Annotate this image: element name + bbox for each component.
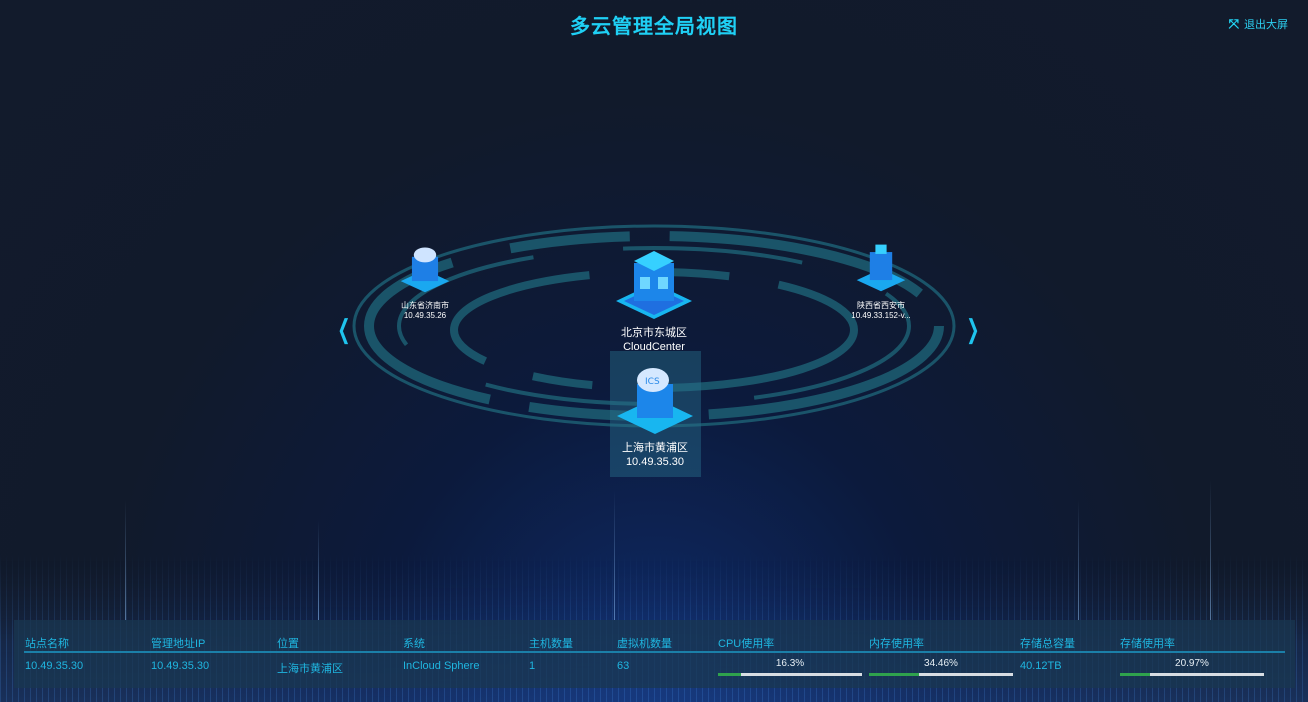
node-ip: CloudCenter bbox=[623, 341, 685, 353]
memory-percent: 34.46% bbox=[924, 658, 958, 669]
node-ip: 10.49.33.152-v... bbox=[851, 311, 911, 320]
node-ip: 10.49.35.26 bbox=[403, 311, 447, 320]
node-name: 上海市黄浦区 bbox=[622, 442, 688, 454]
cell-location: 上海市黄浦区 bbox=[277, 663, 343, 675]
header-cpu: CPU使用率 bbox=[718, 638, 775, 650]
light-beam bbox=[614, 490, 615, 620]
cell-system: InCloud Sphere bbox=[403, 660, 480, 672]
cell-site: 10.49.35.30 bbox=[25, 660, 84, 672]
ics-cloud-building-icon: ICS bbox=[617, 368, 693, 434]
header-system: 系统 bbox=[403, 638, 425, 650]
light-beam bbox=[1078, 500, 1079, 620]
storage-percent: 20.97% bbox=[1175, 658, 1209, 669]
next-button[interactable]: ❯ bbox=[966, 314, 980, 344]
memory-progress-bar bbox=[869, 673, 1013, 676]
building-icon bbox=[856, 244, 906, 292]
node-ip: 10.49.35.30 bbox=[625, 456, 685, 468]
table-header: 站点名称 管理地址IP 位置 系统 主机数量 虚拟机数量 CPU使用率 内存使用… bbox=[24, 635, 1285, 653]
header-vms: 虚拟机数量 bbox=[617, 638, 672, 650]
storage-progress-bar bbox=[1120, 673, 1264, 676]
exit-label: 退出大屏 bbox=[1244, 19, 1288, 31]
site-detail-table: 站点名称 管理地址IP 位置 系统 主机数量 虚拟机数量 CPU使用率 内存使用… bbox=[14, 620, 1295, 688]
light-beam bbox=[125, 500, 126, 620]
node-name: 陕西省西安市 bbox=[857, 301, 905, 310]
site-node-shanghai[interactable]: ICS 上海市黄浦区 10.49.35.30 bbox=[605, 360, 705, 469]
header-hosts: 主机数量 bbox=[529, 638, 573, 650]
cpu-progress-bar bbox=[718, 673, 862, 676]
cell-storage-total: 40.12TB bbox=[1020, 660, 1062, 672]
site-node-beijing[interactable]: 北京市东城区 CloudCenter bbox=[604, 245, 704, 354]
header-ip: 管理地址IP bbox=[151, 638, 206, 650]
header-storage-total: 存储总容量 bbox=[1020, 638, 1075, 650]
site-node-jinan[interactable]: 山东省济南市 10.49.35.26 bbox=[390, 240, 460, 321]
header-storage-usage: 存储使用率 bbox=[1120, 638, 1175, 650]
header-site: 站点名称 bbox=[25, 638, 69, 650]
header-location: 位置 bbox=[277, 638, 299, 650]
header-memory: 内存使用率 bbox=[869, 638, 924, 650]
building-icon bbox=[616, 251, 692, 319]
page-title: 多云管理全局视图 bbox=[570, 16, 738, 38]
cell-hosts: 1 bbox=[529, 660, 536, 672]
fullscreen-exit-icon: ⤧ bbox=[1228, 16, 1239, 31]
ics-cloud-building-icon bbox=[400, 247, 450, 293]
site-node-xian[interactable]: 陕西省西安市 10.49.33.152-v... bbox=[845, 238, 917, 321]
prev-button[interactable]: ❮ bbox=[337, 314, 351, 344]
light-beam bbox=[1210, 480, 1211, 620]
svg-text:ICS: ICS bbox=[645, 377, 660, 387]
cell-vms: 63 bbox=[617, 660, 630, 672]
cpu-percent: 16.3% bbox=[775, 658, 805, 669]
exit-fullscreen-button[interactable]: ⤧ 退出大屏 bbox=[1229, 16, 1288, 32]
node-name: 北京市东城区 bbox=[621, 327, 687, 339]
node-name: 山东省济南市 bbox=[401, 301, 449, 310]
light-beam bbox=[318, 520, 319, 620]
cell-ip: 10.49.35.30 bbox=[151, 660, 210, 672]
